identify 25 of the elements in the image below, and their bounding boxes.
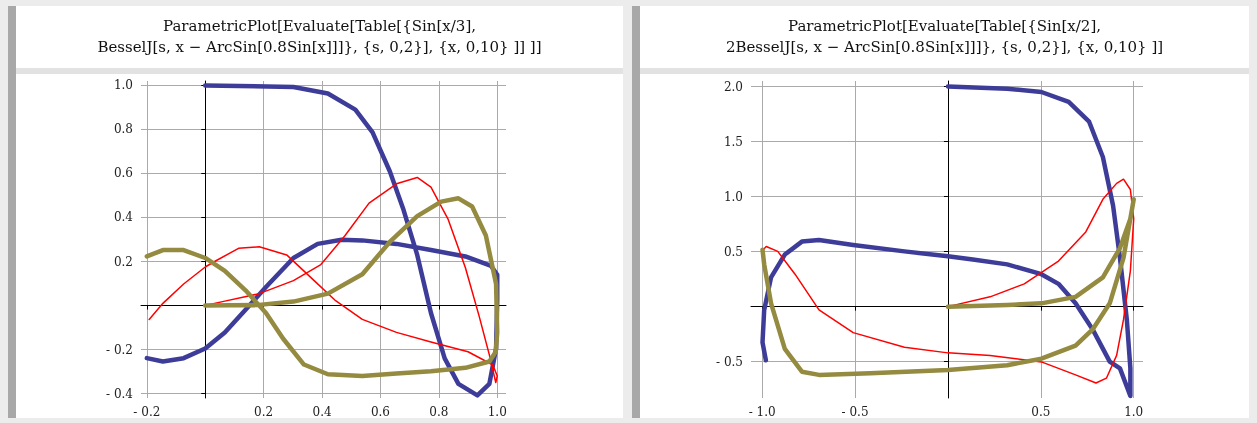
y-tick-label: 0.8	[113, 122, 133, 137]
y-tick-label: 0.4	[113, 210, 134, 225]
chart-title: ParametricPlot[Evaluate[Table[{Sin[x/3], BesselJ[s, x − ArcSin[0.8Sin[x]]]}, {s, 0,2}], {x, 0,10} ]] ]]	[16, 6, 623, 74]
y-tick-label: - 0.2	[106, 342, 133, 357]
y-tick-label: 0.6	[113, 166, 133, 181]
x-tick-label: - 1.0	[748, 405, 776, 419]
y-tick-label: - 0.4	[106, 386, 134, 401]
x-tick-label: 0.8	[429, 405, 449, 419]
x-tick-label: 1.0	[1124, 405, 1144, 419]
y-tick-label: 1.0	[113, 78, 133, 93]
x-tick-label: - 0.2	[133, 405, 161, 419]
x-tick-label: 0.2	[254, 405, 274, 419]
y-tick-label: - 0.5	[716, 354, 743, 369]
y-tick-label: 2.0	[723, 79, 743, 94]
y-tick-label: 0.5	[723, 244, 743, 259]
chart-title: ParametricPlot[Evaluate[Table[{Sin[x/2], 2BesselJ[s, x − ArcSin[0.8Sin[x]]]}, {s, 0,2}], {x, 0,10} ]]	[640, 6, 1249, 74]
y-tick-label: 1.5	[723, 134, 743, 149]
x-tick-label: 0.5	[1031, 405, 1051, 419]
y-tick-label: 0.2	[113, 254, 133, 269]
x-tick-label: 0.6	[370, 405, 390, 419]
x-tick-label: 1.0	[487, 405, 507, 419]
line-series	[760, 84, 1133, 399]
x-tick-label: 0.4	[312, 405, 332, 419]
y-tick-label: 1.0	[723, 189, 743, 204]
x-tick-label: - 0.5	[841, 405, 869, 419]
